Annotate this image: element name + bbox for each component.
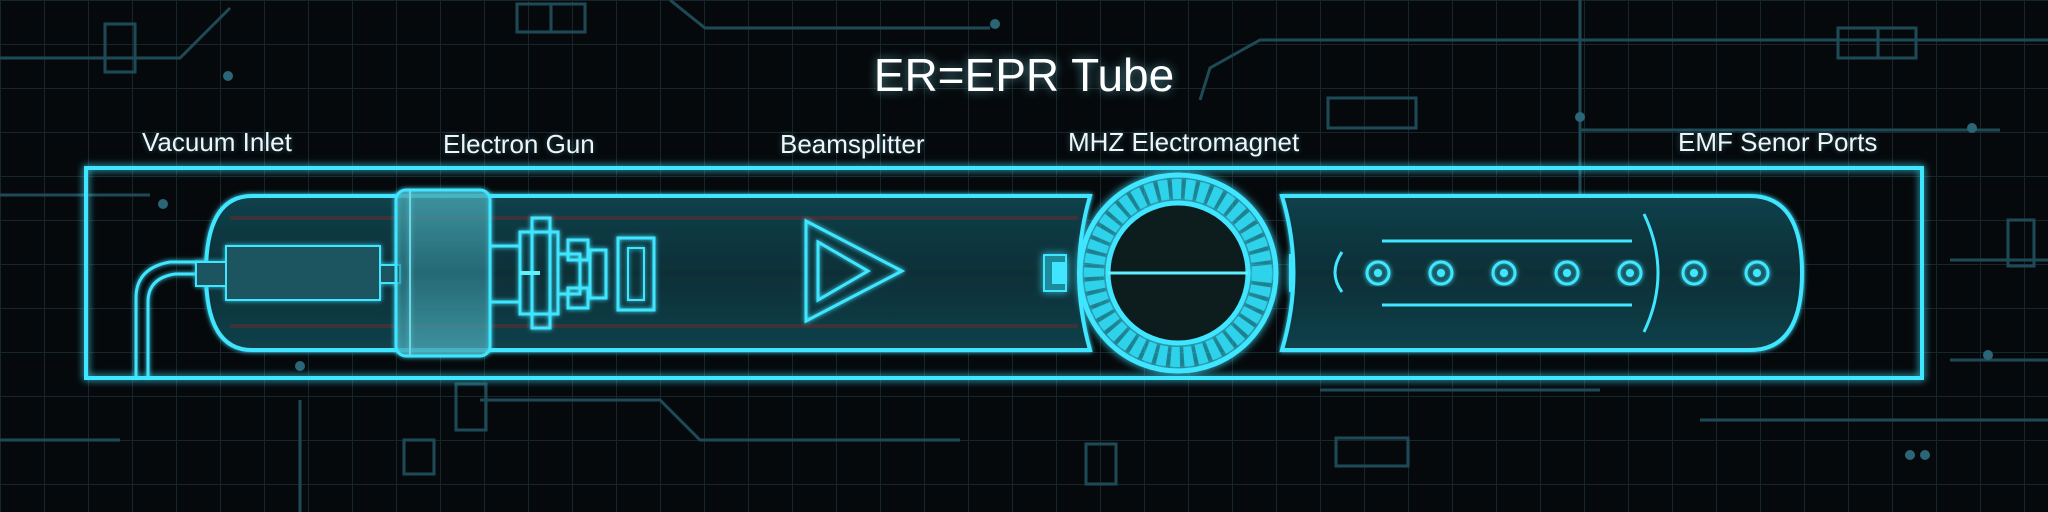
vacuum-inlet-pipe-icon: [134, 260, 205, 378]
sensor-port-icon: [1744, 260, 1770, 286]
tube-frame: [84, 166, 1924, 380]
label-beamsplitter: Beamsplitter: [780, 129, 925, 159]
sensor-port-icon: [1681, 260, 1707, 286]
electron-gun-icon: [195, 188, 656, 358]
right-tube-section: [1279, 194, 1805, 352]
diagram-title: ER=EPR Tube: [873, 49, 1175, 101]
sensor-port-icon: [1365, 260, 1391, 286]
sensor-ports: [1365, 260, 1770, 286]
electromagnet-ring-icon: [1043, 172, 1313, 374]
label-mhz-electromagnet: MHZ Electromagnet: [1068, 127, 1300, 157]
label-vacuum-inlet: Vacuum Inlet: [142, 127, 292, 157]
sensor-port-icon: [1617, 260, 1643, 286]
sensor-port-icon: [1554, 260, 1580, 286]
sensor-port-icon: [1491, 260, 1517, 286]
sensor-port-icon: [1428, 260, 1454, 286]
label-electron-gun: Electron Gun: [443, 129, 595, 159]
beamsplitter-prism-icon: [804, 218, 906, 324]
label-emf-sensor-ports: EMF Senor Ports: [1678, 127, 1878, 157]
circuit-nodes: [158, 19, 1993, 460]
